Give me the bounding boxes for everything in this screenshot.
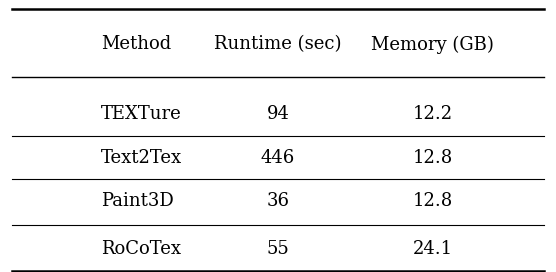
Text: 36: 36 [266, 191, 290, 210]
Text: 55: 55 [267, 240, 289, 258]
Text: Text2Tex: Text2Tex [101, 149, 182, 166]
Text: Runtime (sec): Runtime (sec) [214, 35, 342, 54]
Text: 94: 94 [266, 106, 290, 123]
Text: 12.8: 12.8 [413, 191, 453, 210]
Text: Paint3D: Paint3D [101, 191, 173, 210]
Text: 12.8: 12.8 [413, 149, 453, 166]
Text: TEXTure: TEXTure [101, 106, 182, 123]
Text: Method: Method [101, 35, 171, 54]
Text: RoCoTex: RoCoTex [101, 240, 181, 258]
Text: 12.2: 12.2 [413, 106, 453, 123]
Text: Memory (GB): Memory (GB) [371, 35, 494, 54]
Text: 446: 446 [261, 149, 295, 166]
Text: 24.1: 24.1 [413, 240, 453, 258]
